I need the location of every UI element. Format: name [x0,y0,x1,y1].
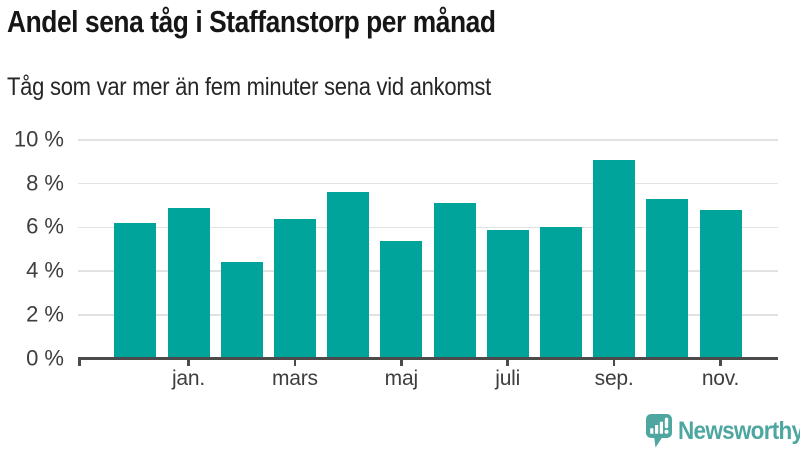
x-tick [719,357,722,367]
newsworthy-logo-icon [646,414,672,448]
y-tick-label: 6 % [26,213,64,239]
bar-jan [167,207,210,359]
y-grid-line [78,226,778,229]
bar-month-3 [220,262,263,359]
y-tick-label: 4 % [26,257,64,283]
y-grid-line [78,139,778,141]
bar-month-7 [433,203,476,359]
bar-month-5 [327,192,370,359]
x-tick [506,357,509,367]
y-tick-label: 10 % [13,126,64,152]
x-tick-label: maj [384,367,418,390]
x-axis-line [78,357,778,360]
brand-name: Newsworthy [678,417,800,445]
x-tick [293,357,297,367]
y-tick-label: 8 % [26,170,64,196]
bar-juli [486,229,529,359]
bar-month-1 [114,223,157,359]
x-tick-label: nov. [701,367,740,390]
x-tick [612,357,616,367]
bar-maj [380,240,423,359]
bar-nov [699,209,742,359]
x-tick-label: juli [495,367,521,390]
x-tick-label: mars [271,367,318,390]
x-tick-label: sep. [594,367,634,390]
y-grid-line [78,314,778,316]
y-grid-line [78,270,778,272]
bar-month-11 [646,198,689,359]
y-tick-label: 0 % [26,344,64,370]
bar-month-9 [539,227,582,359]
x-tick-label: jan. [171,367,206,390]
chart-title: Andel sena tåg i Staffanstorp per månad [7,4,496,39]
x-tick [187,357,190,367]
x-tick [400,357,403,367]
chart-subtitle: Tåg som var mer än fem minuter sena vid … [7,73,491,101]
bar-mars [273,218,316,359]
bar-sep [593,159,636,359]
bar-chart: 0 % 2 % 4 % 6 % 8 % 10 % jan. mars maj juli sep. n… [13,126,778,390]
y-grid-line [78,182,778,185]
y-tick-label: 2 % [26,301,64,327]
axis-origin-tick [78,357,81,367]
